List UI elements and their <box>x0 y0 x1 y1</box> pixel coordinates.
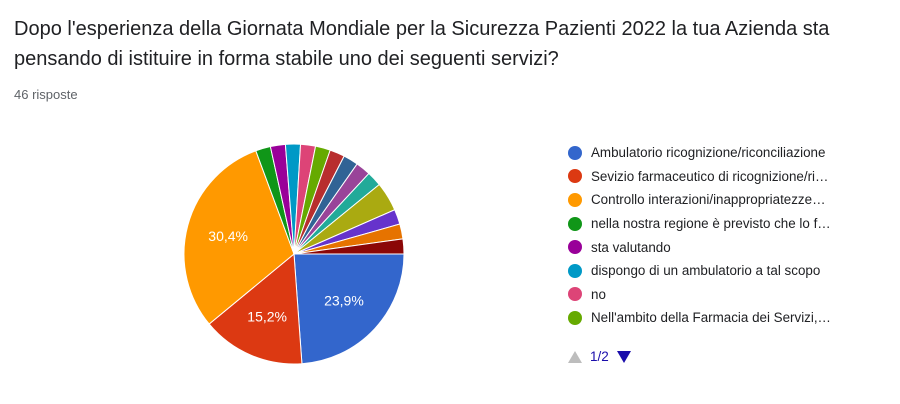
legend-swatch <box>568 192 582 207</box>
legend-item[interactable]: Ambulatorio ricognizione/riconciliazione <box>568 141 868 165</box>
legend-label: Sevizio farmaceutico di ricognizione/ri… <box>591 168 829 184</box>
slice-label: 23,9% <box>324 292 364 308</box>
legend-swatch <box>568 216 582 231</box>
page-up-icon[interactable] <box>568 350 582 363</box>
pie-slice[interactable] <box>293 238 405 255</box>
legend-item[interactable]: Nell'ambito della Farmacia dei Servizi,… <box>568 306 868 330</box>
legend-label: dispongo di un ambulatorio a tal scopo <box>591 263 821 279</box>
response-count: 46 risposte <box>14 87 78 102</box>
slice-label: 30,4% <box>208 228 248 244</box>
question-title: Dopo l'esperienza della Giornata Mondial… <box>14 18 830 70</box>
legend-swatch <box>568 310 582 325</box>
pie-slice[interactable] <box>293 253 405 365</box>
page-indicator: 1/2 <box>590 349 609 364</box>
legend-label: nella nostra regione è previsto che lo f… <box>591 216 831 232</box>
legend-item[interactable]: Controllo interazioni/inappropriatezze… <box>568 188 868 212</box>
legend-label: Controllo interazioni/inappropriatezze… <box>591 192 826 208</box>
legend-item[interactable]: sta valutando <box>568 235 868 259</box>
legend-swatch <box>568 287 582 302</box>
legend-label: Nell'ambito della Farmacia dei Servizi,… <box>591 310 831 326</box>
legend-label: sta valutando <box>591 239 671 255</box>
legend-pager: 1/2 <box>568 349 631 364</box>
pie-slice[interactable] <box>183 150 295 325</box>
legend-item[interactable]: Sevizio farmaceutico di ricognizione/ri… <box>568 165 868 189</box>
legend-swatch <box>568 169 582 184</box>
legend-swatch <box>568 240 582 255</box>
legend: Ambulatorio ricognizione/riconciliazione… <box>568 141 868 330</box>
legend-label: Ambulatorio ricognizione/riconciliazione <box>591 145 826 161</box>
legend-label: no <box>591 286 606 302</box>
pie-slice[interactable] <box>208 252 303 365</box>
legend-item[interactable]: no <box>568 283 868 307</box>
legend-swatch <box>568 145 582 160</box>
legend-item[interactable]: nella nostra regione è previsto che lo f… <box>568 212 868 236</box>
page-down-icon[interactable] <box>616 350 631 363</box>
legend-item[interactable]: dispongo di un ambulatorio a tal scopo <box>568 259 868 283</box>
legend-swatch <box>568 263 582 278</box>
slice-label: 15,2% <box>247 309 287 325</box>
